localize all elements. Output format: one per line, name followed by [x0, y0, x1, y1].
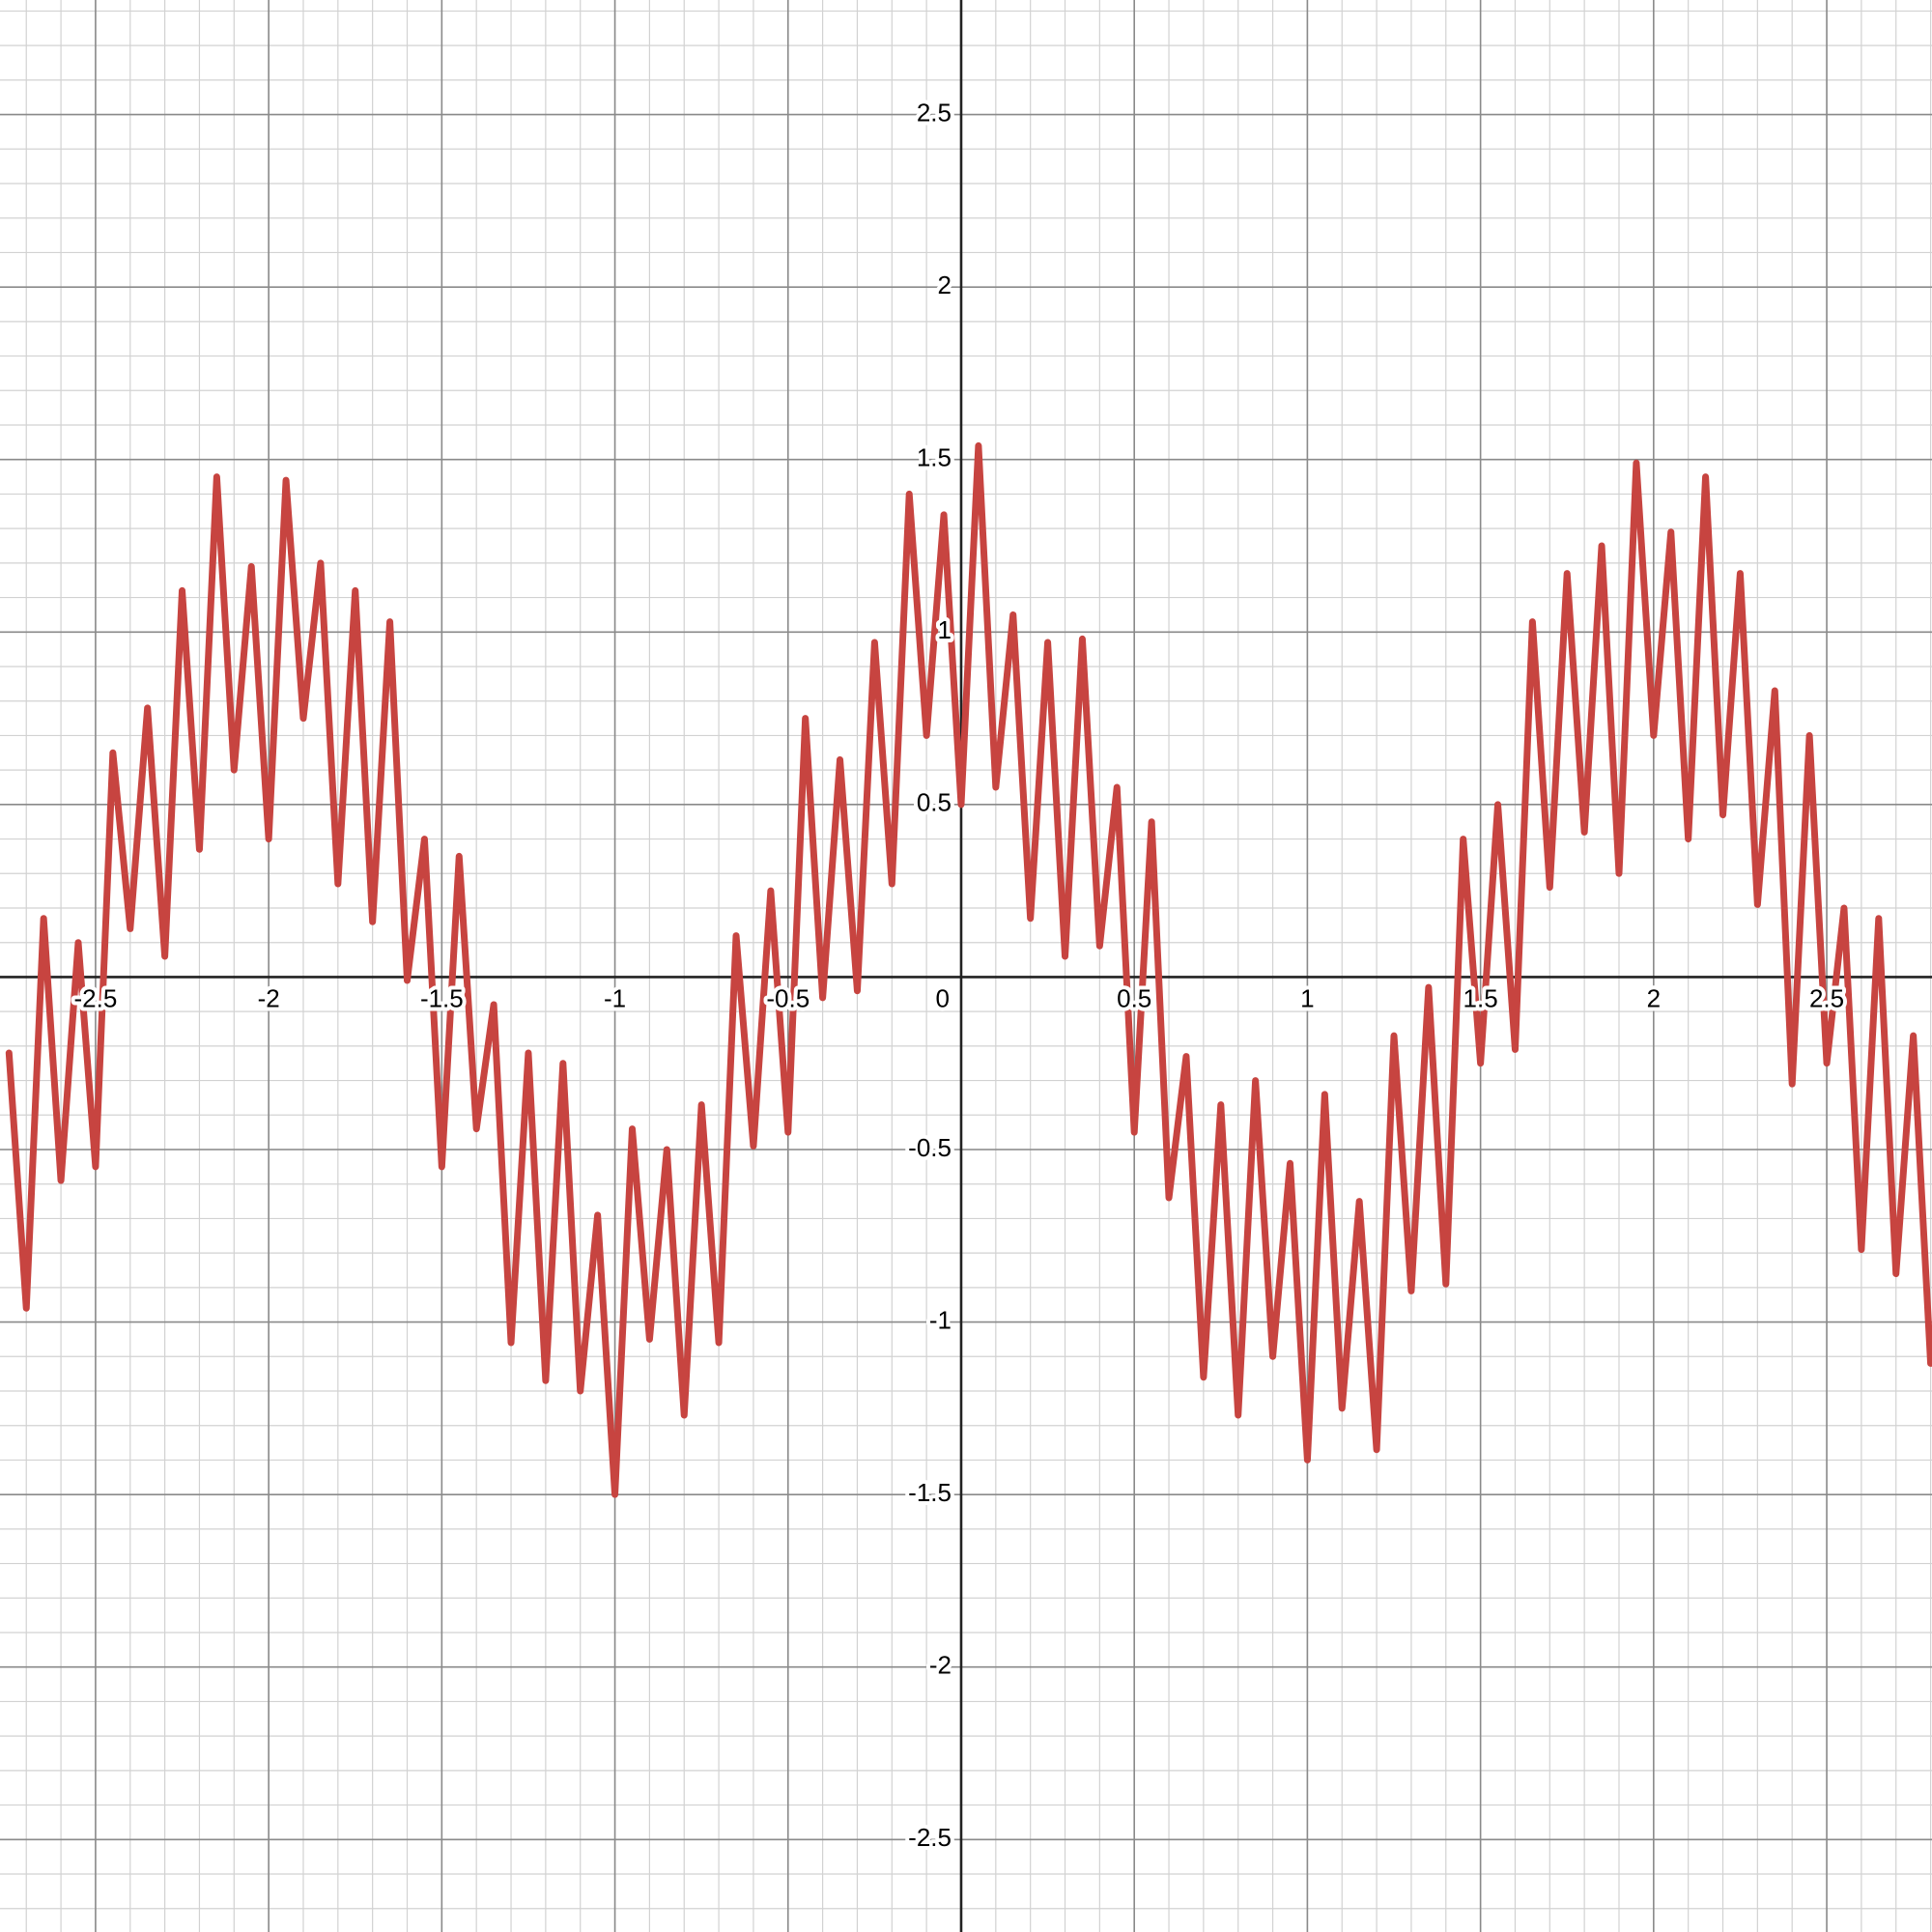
y-tick-label: -2.5 [908, 1823, 952, 1852]
x-tick-label: -2 [258, 983, 280, 1012]
x-tick-label: 0 [936, 983, 950, 1012]
y-tick-label: -2 [929, 1651, 952, 1680]
plot [5, 441, 1932, 1498]
x-tick-label: -2.5 [74, 983, 118, 1012]
y-tick-label: -1.5 [908, 1478, 952, 1507]
x-tick-label: 1 [1300, 983, 1314, 1012]
x-tick-label: 2.5 [1809, 983, 1844, 1012]
y-tick-label: 0.5 [917, 788, 952, 817]
y-tick-label: 2 [938, 270, 952, 299]
x-tick-label: -0.5 [766, 983, 810, 1012]
labels: -2.5 -2 -1.5 -1 -0.5 0 0.5 1 1.5 2 2.5 -2.5 -2 -1.5 -1… [71, 94, 1849, 1856]
x-tick-label: -1 [604, 983, 626, 1012]
y-tick-label: -0.5 [908, 1133, 952, 1162]
x-tick-label: 2 [1647, 983, 1661, 1012]
y-tick-label: -1 [929, 1305, 952, 1334]
x-tick-label: -1.5 [420, 983, 464, 1012]
y-tick-label: 1 [938, 615, 952, 644]
y-tick-label: 2.5 [917, 98, 952, 127]
x-tick-label: 0.5 [1117, 983, 1151, 1012]
y-tick-label: 1.5 [917, 443, 952, 472]
data-line [5, 441, 1932, 1498]
x-tick-label: 1.5 [1463, 983, 1498, 1012]
